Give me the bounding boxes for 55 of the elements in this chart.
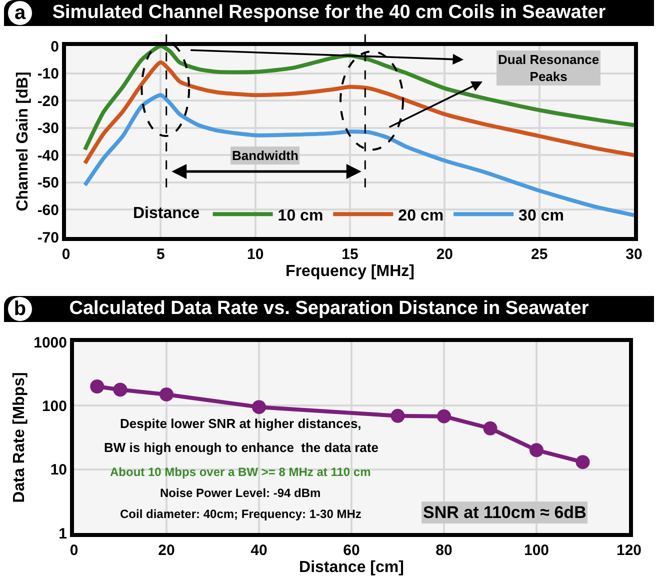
point [483, 421, 498, 436]
y-tick-label: -60 [37, 202, 59, 219]
x-tick-label: 20 [436, 246, 454, 263]
annotation: Coil diameter: 40cm; Frequency: 1-30 MHz [120, 507, 362, 521]
x-axis-title: Frequency [MHz] [286, 263, 414, 280]
x-tick-label: 0 [70, 542, 78, 559]
y-tick-label: 0 [50, 38, 59, 56]
y-tick-label: -20 [37, 92, 59, 110]
legend-label: 30 cm [518, 207, 564, 224]
y-tick-label: -50 [37, 174, 59, 192]
x-tick-label: 25 [530, 246, 548, 263]
annotation: Despite lower SNR at higher distances, [120, 416, 362, 431]
annotation: Bandwidth [232, 148, 298, 163]
y-tick-label: 1000 [34, 334, 67, 352]
y-tick-label: -70 [37, 229, 59, 246]
point [530, 443, 544, 458]
point [160, 387, 174, 402]
x-tick-label: 20 [158, 542, 175, 559]
x-axis-title: Distance [cm] [299, 559, 404, 576]
point [437, 409, 451, 424]
x-tick-label: 100 [524, 542, 550, 559]
legend-label: 20 cm [398, 207, 444, 224]
text: b [8, 297, 32, 321]
x-tick-label: 10 [246, 246, 264, 263]
y-tick-label: 10 [50, 462, 67, 479]
annotation: Noise Power Level: -94 dBm [160, 486, 321, 500]
point [90, 380, 104, 394]
y-tick-label: 100 [42, 398, 67, 415]
annotation: SNR at 110cm ≈ 6dB [423, 503, 586, 522]
y-tick-label: 1 [58, 525, 67, 542]
legend-title: Distance [133, 205, 200, 222]
annotation: Dual Resonance Peaks [498, 52, 600, 84]
line-series [82, 46, 634, 152]
y-axis-title: Channel Gain [dB] [14, 72, 32, 212]
x-tick-label: 30 [626, 246, 642, 263]
x-tick-label: 60 [343, 542, 360, 559]
text: a [8, 1, 32, 25]
x-tick-label: 15 [342, 246, 358, 263]
chart-title: Calculated Data Rate vs. Separation Distance in Seawater [69, 298, 589, 319]
chart-title: Simulated Channel Response for the 40 cm Coils in Seawater [52, 2, 606, 23]
legend-label: 10 cm [278, 207, 324, 224]
x-tick-label: 40 [250, 542, 268, 559]
point [252, 400, 266, 414]
point [390, 408, 405, 423]
x-tick-label: 80 [436, 542, 452, 559]
y-tick-label: -40 [37, 147, 59, 164]
y-tick-label: -10 [37, 66, 59, 83]
point [113, 382, 128, 397]
y-tick-label: -30 [37, 120, 59, 138]
annotation: About 10 Mbps over a BW >= 8 MHz at 110 cm [110, 465, 371, 479]
y-axis-title: Data Rate [Mbps] [11, 372, 28, 503]
x-tick-label: 120 [616, 542, 642, 559]
x-tick-label: 5 [156, 246, 165, 263]
point [576, 455, 590, 470]
annotation: BW is high enough to enhance the data rate [104, 440, 378, 455]
